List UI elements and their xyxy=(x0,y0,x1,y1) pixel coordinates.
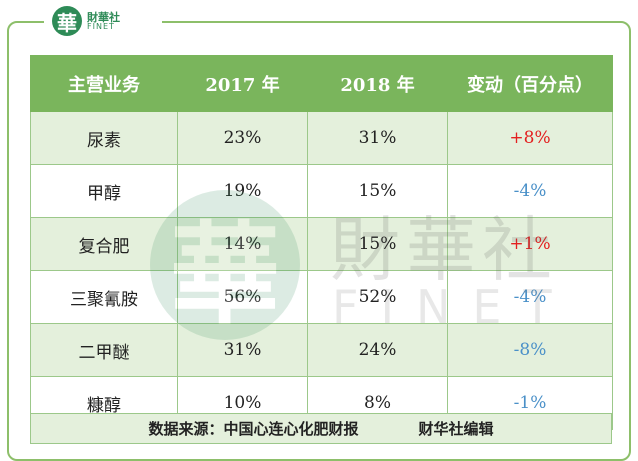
cell-2017: 23% xyxy=(177,111,308,165)
finet-logo: 華 財華社 FINET xyxy=(44,4,162,38)
cell-business: 三聚氰胺 xyxy=(30,270,178,324)
header-business: 主营业务 xyxy=(30,55,178,112)
table-row: 复合肥 14% 15% +1% xyxy=(30,217,613,271)
cell-business: 复合肥 xyxy=(30,217,178,271)
table-row: 尿素 23% 31% +8% xyxy=(30,111,613,165)
logo-hua-icon: 華 xyxy=(52,6,82,36)
footer-source: 数据来源：中国心连心化肥财报 xyxy=(148,420,359,438)
cell-2018: 15% xyxy=(307,164,448,218)
logo-chinese-text: 財華社 xyxy=(87,10,120,24)
header-2018: 2018 年 xyxy=(307,55,448,112)
table-row: 三聚氰胺 56% 52% -4% xyxy=(30,270,613,324)
header-2017: 2017 年 xyxy=(177,55,308,112)
cell-change: +1% xyxy=(447,217,613,271)
logo-english-text: FINET xyxy=(87,21,115,31)
cell-2018: 15% xyxy=(307,217,448,271)
table-header-row: 主营业务 2017 年 2018 年 变动（百分点） xyxy=(30,55,613,112)
cell-business: 尿素 xyxy=(30,111,178,165)
cell-business: 甲醇 xyxy=(30,164,178,218)
table-row: 甲醇 19% 15% -4% xyxy=(30,164,613,218)
cell-2017: 19% xyxy=(177,164,308,218)
cell-2017: 31% xyxy=(177,323,308,377)
table-row: 二甲醚 31% 24% -8% xyxy=(30,323,613,377)
footer-editor: 财华社编辑 xyxy=(418,420,494,438)
cell-change: +8% xyxy=(447,111,613,165)
business-gross-margin-table: 主营业务 2017 年 2018 年 变动（百分点） 尿素 23% 31% +8% 甲醇… xyxy=(30,55,613,430)
cell-change: -4% xyxy=(447,270,613,324)
cell-2017: 56% xyxy=(177,270,308,324)
cell-2018: 52% xyxy=(307,270,448,324)
cell-change: -8% xyxy=(447,323,613,377)
cell-2017: 14% xyxy=(177,217,308,271)
cell-2018: 31% xyxy=(307,111,448,165)
table-footer: 数据来源：中国心连心化肥财报 财华社编辑 xyxy=(30,413,612,444)
cell-change: -4% xyxy=(447,164,613,218)
cell-2018: 24% xyxy=(307,323,448,377)
header-change: 变动（百分点） xyxy=(447,55,613,112)
cell-business: 二甲醚 xyxy=(30,323,178,377)
